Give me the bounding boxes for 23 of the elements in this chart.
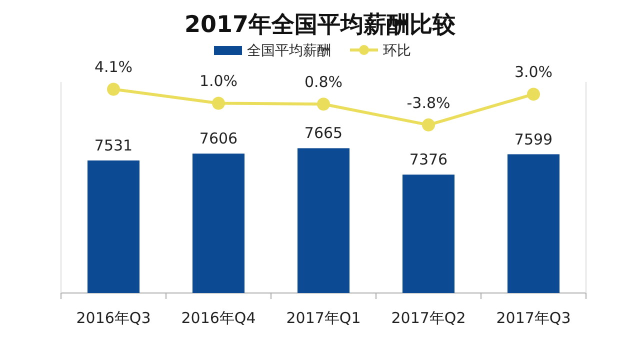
x-tick-label: 2017年Q2	[391, 309, 466, 327]
x-tick-label: 2016年Q4	[181, 309, 256, 327]
x-tick-label: 2016年Q3	[76, 309, 151, 327]
data-label: 7531	[94, 136, 133, 154]
x-tick-label: 2017年Q3	[496, 309, 571, 327]
data-label: 0.8%	[304, 73, 343, 92]
point	[212, 96, 225, 110]
point	[107, 82, 120, 96]
data-label: 1.0%	[199, 72, 238, 90]
data-label: 7599	[514, 130, 553, 148]
data-label: 7665	[304, 124, 343, 142]
legend-label: 全国平均薪酬	[247, 43, 331, 59]
data-label: 3.0%	[514, 63, 553, 82]
point	[317, 98, 330, 111]
legend-label: 环比	[383, 43, 411, 59]
data-label: 4.1%	[94, 58, 133, 76]
point	[422, 118, 435, 132]
chart-title: 2017年全国平均薪酬比较	[184, 12, 457, 38]
data-label: 7606	[199, 130, 238, 148]
data-label: -3.8%	[406, 94, 450, 112]
point	[527, 88, 540, 101]
data-label: 7376	[409, 150, 448, 169]
x-tick-label: 2017年Q1	[286, 309, 361, 327]
